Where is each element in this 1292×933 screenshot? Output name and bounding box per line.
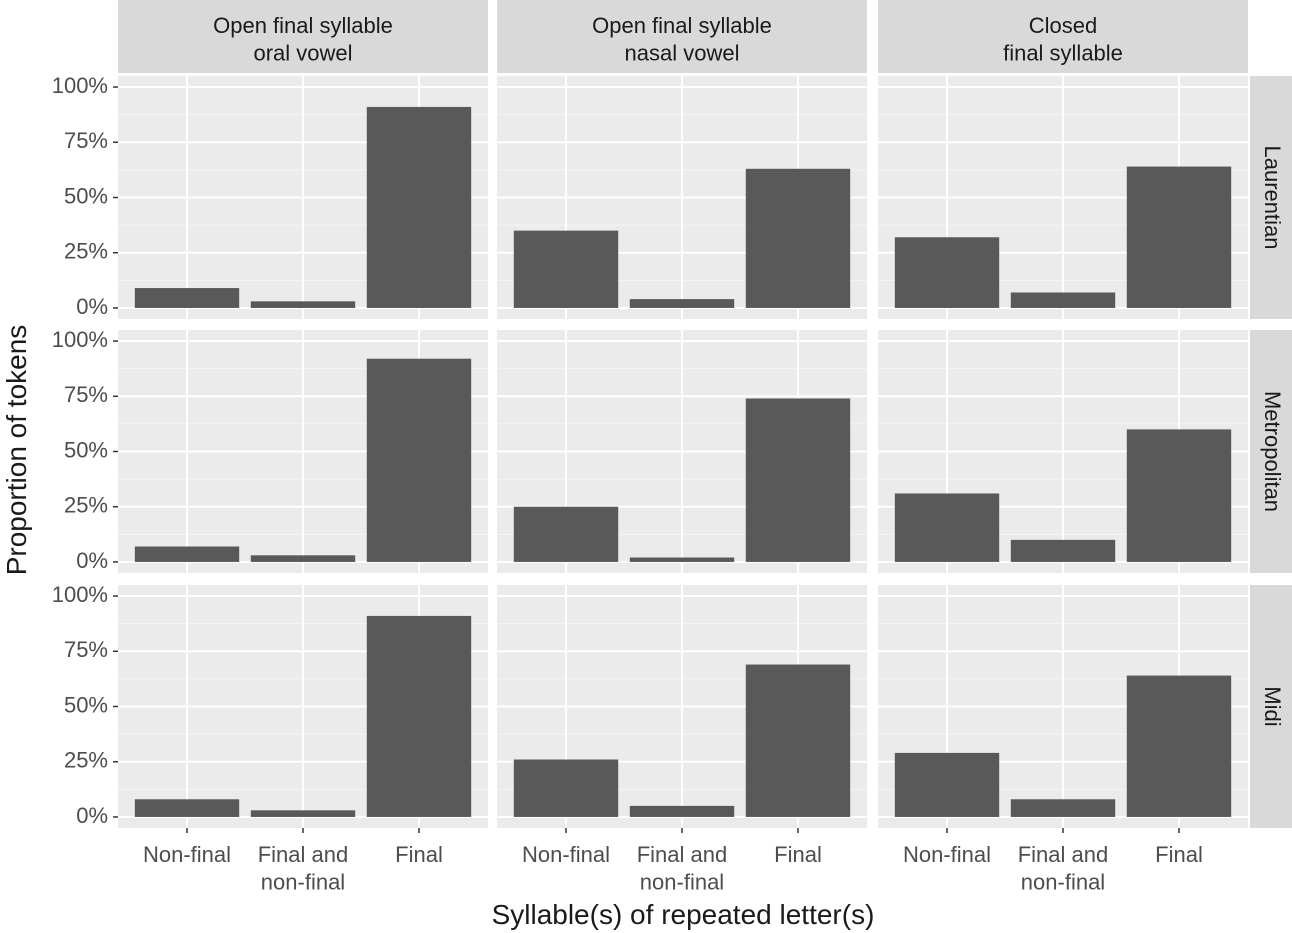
bar <box>1126 675 1232 817</box>
y-tick-label: 25% <box>64 493 108 518</box>
x-axis-title: Syllable(s) of repeated letter(s) <box>492 899 875 930</box>
bar <box>629 557 735 562</box>
y-axis-title: Proportion of tokens <box>1 325 32 576</box>
bar <box>250 301 356 308</box>
x-tick-label: Final and non-final <box>1018 842 1109 895</box>
y-tick-label: 75% <box>64 382 108 407</box>
bar <box>1126 429 1232 562</box>
x-tick-label: Final and non-final <box>258 842 349 895</box>
facet-column-label: Closed final syllable <box>1003 13 1123 66</box>
y-tick-label: 100% <box>52 73 108 98</box>
facet-strip <box>1250 330 1292 573</box>
bar <box>513 759 619 817</box>
bar <box>1126 166 1232 308</box>
x-tick-label: Final <box>395 842 443 867</box>
bar <box>1010 292 1116 308</box>
x-tick-label: Final <box>1155 842 1203 867</box>
bar <box>513 506 619 562</box>
bar <box>1010 539 1116 562</box>
bar <box>894 237 1000 308</box>
y-tick-label: 50% <box>64 183 108 208</box>
y-tick-label: 25% <box>64 239 108 264</box>
y-tick-label: 0% <box>76 294 108 319</box>
bar <box>366 106 472 308</box>
facet-strip <box>1250 76 1292 319</box>
x-tick-label: Final <box>774 842 822 867</box>
bar <box>134 288 240 308</box>
bar <box>513 230 619 308</box>
y-tick-label: 75% <box>64 128 108 153</box>
bar <box>894 752 1000 817</box>
y-tick-label: 0% <box>76 803 108 828</box>
y-tick-label: 25% <box>64 748 108 773</box>
x-tick-label: Non-final <box>143 842 231 867</box>
bar <box>366 358 472 562</box>
bar <box>629 805 735 817</box>
x-tick-label: Final and non-final <box>637 842 728 895</box>
facet-column-label: Open final syllable nasal vowel <box>592 13 772 66</box>
bar <box>745 664 851 817</box>
x-tick-label: Non-final <box>903 842 991 867</box>
y-tick-label: 50% <box>64 437 108 462</box>
y-tick-label: 100% <box>52 327 108 352</box>
x-tick-label: Non-final <box>522 842 610 867</box>
y-tick-label: 50% <box>64 692 108 717</box>
facet-row-label: Metropolitan <box>1260 391 1285 512</box>
bar <box>134 799 240 817</box>
bar <box>629 299 735 308</box>
bar <box>250 555 356 562</box>
facet-strip <box>497 0 867 73</box>
bar <box>366 615 472 817</box>
y-tick-label: 75% <box>64 637 108 662</box>
facet-strip <box>118 0 488 73</box>
facet-row-label: Midi <box>1260 686 1285 726</box>
bar <box>134 546 240 562</box>
bar <box>250 810 356 817</box>
bar <box>1010 799 1116 817</box>
facet-row-label: Laurentian <box>1260 146 1285 250</box>
bar <box>745 398 851 562</box>
facet-strip <box>878 0 1248 73</box>
bar <box>745 168 851 308</box>
y-tick-label: 0% <box>76 548 108 573</box>
facet-strip <box>1250 585 1292 828</box>
bar <box>894 493 1000 562</box>
y-tick-label: 100% <box>52 582 108 607</box>
facet-column-label: Open final syllable oral vowel <box>213 13 393 66</box>
